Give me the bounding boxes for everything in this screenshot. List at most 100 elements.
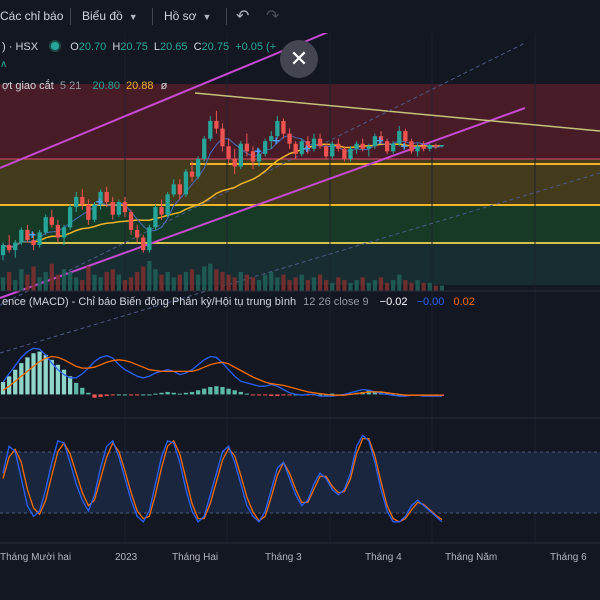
volume-bar xyxy=(128,277,134,291)
visibility-icon[interactable]: ø xyxy=(160,80,168,92)
cross-marker-icon: + xyxy=(96,194,104,209)
volume-bar xyxy=(263,274,268,291)
high-label: H xyxy=(112,41,121,53)
candle-body xyxy=(439,145,445,147)
market-status-icon xyxy=(51,42,60,50)
macd-histogram-bar xyxy=(49,359,54,395)
volume-bar xyxy=(171,277,176,291)
time-axis: Tháng Mười hai 2023 Tháng Hai Tháng 3 Tháng … xyxy=(0,552,587,563)
candle-body xyxy=(323,146,329,157)
macd-histogram-bar xyxy=(37,351,42,395)
candle-body xyxy=(348,148,353,159)
candle-body xyxy=(305,141,310,149)
collapse-arrow-icon[interactable]: ∧ xyxy=(0,59,8,70)
symbol-name[interactable]: ) · HSX xyxy=(2,41,39,53)
volume-bar xyxy=(37,277,42,291)
macd-histogram-bar xyxy=(74,382,79,395)
candle-body xyxy=(433,145,438,147)
volume-bar xyxy=(183,271,189,291)
candle-body xyxy=(55,224,61,238)
low-value: 20.65 xyxy=(160,41,188,53)
redo-icon[interactable]: ↷ xyxy=(266,8,280,25)
candle-body xyxy=(269,136,274,142)
volume-bar xyxy=(220,271,225,291)
candle-body xyxy=(159,207,164,215)
volume-bar xyxy=(287,280,292,291)
macd-histogram-bar xyxy=(135,394,140,396)
macd-histogram-bar xyxy=(226,388,231,395)
candle-body xyxy=(61,227,67,238)
cross-markers: + + + + + + + xyxy=(29,133,409,242)
volume-bar xyxy=(165,271,170,291)
time-axis-label: Tháng 3 xyxy=(265,552,302,563)
candle-body xyxy=(67,207,73,228)
volume-bar xyxy=(281,274,286,291)
candle-body xyxy=(250,151,256,162)
candle-body xyxy=(104,191,109,202)
volume-bar xyxy=(55,274,61,291)
macd-title[interactable]: ence (MACD) - Chỉ báo Biến động Phân kỳ/… xyxy=(2,296,297,308)
volume-bar xyxy=(391,280,396,291)
descending-trendline xyxy=(194,92,600,132)
chart-canvas[interactable]: ++++++ + Tháng Mười hai 2023 Tháng Hai Tháng… xyxy=(0,33,600,600)
high-value: 20.75 xyxy=(120,41,148,53)
macd-histogram-bar xyxy=(159,392,164,395)
candle-body xyxy=(147,227,152,251)
candle-body xyxy=(311,138,317,149)
volume-bar xyxy=(189,269,195,291)
open-value: 20.70 xyxy=(78,41,107,53)
macd-histogram-bar xyxy=(384,392,390,395)
candle-body xyxy=(317,138,323,147)
close-label: C xyxy=(193,41,202,53)
macd-histogram-bar xyxy=(116,394,122,396)
candle-body xyxy=(214,120,219,129)
ma-legend: ợt giao cắt 5 21 20.80 20.88 ø xyxy=(2,80,167,92)
macd-histogram-bar xyxy=(25,357,30,395)
ma-title[interactable]: ợt giao cắt xyxy=(2,80,54,92)
stoch-d-line xyxy=(2,437,443,523)
ma-params: 5 21 xyxy=(59,80,82,92)
volume-bar xyxy=(336,277,341,291)
macd-histogram-bar xyxy=(43,354,48,395)
macd-histogram-bar xyxy=(263,394,268,396)
candle-body xyxy=(92,204,97,220)
macd-histogram-bar xyxy=(0,382,6,395)
time-axis-label: Tháng 4 xyxy=(365,552,402,563)
macd-histogram-bar xyxy=(55,364,61,395)
cross-marker-icon: + xyxy=(272,133,280,148)
undo-icon[interactable]: ↶ xyxy=(236,8,250,25)
volume-bar xyxy=(427,282,432,291)
volume-bar xyxy=(354,280,359,291)
close-button[interactable]: ✕ xyxy=(280,40,318,78)
candle-body xyxy=(135,229,140,238)
volume-bar xyxy=(122,280,128,291)
volume-bar xyxy=(208,263,213,291)
macd-value-signal: 0.02 xyxy=(453,296,475,308)
symbol-legend: ) · HSX O20.70 H20.75 L20.65 C20.75 +0.0… xyxy=(2,41,276,53)
cross-marker-icon: + xyxy=(303,141,311,156)
candle-body xyxy=(177,184,182,195)
candle-body xyxy=(354,143,359,149)
candle-body xyxy=(299,141,304,154)
volume-bar xyxy=(299,274,304,291)
cross-marker-icon: + xyxy=(400,138,408,153)
macd-histogram-bar xyxy=(269,394,274,397)
chart-type-menu[interactable]: Biểu đồ ▼ xyxy=(82,0,138,33)
candle-body xyxy=(86,204,91,220)
volume-bar xyxy=(19,269,24,291)
candle-body xyxy=(378,136,384,142)
indicators-menu[interactable]: Các chỉ báo xyxy=(0,0,63,33)
volume-bar xyxy=(74,277,79,291)
volume-bar xyxy=(372,280,378,291)
macd-histogram-bar xyxy=(141,394,146,396)
volume-bar xyxy=(135,271,140,291)
chevron-down-icon: ▼ xyxy=(128,12,138,22)
candle-body xyxy=(128,212,134,230)
candle-body xyxy=(202,138,207,159)
macd-histogram-bar xyxy=(92,394,97,398)
candle-body xyxy=(110,202,115,215)
profile-menu[interactable]: Hồ sơ ▼ xyxy=(164,0,211,33)
macd-histogram-bar xyxy=(171,392,176,395)
candle-body xyxy=(13,242,18,251)
volume-bar xyxy=(92,274,97,291)
